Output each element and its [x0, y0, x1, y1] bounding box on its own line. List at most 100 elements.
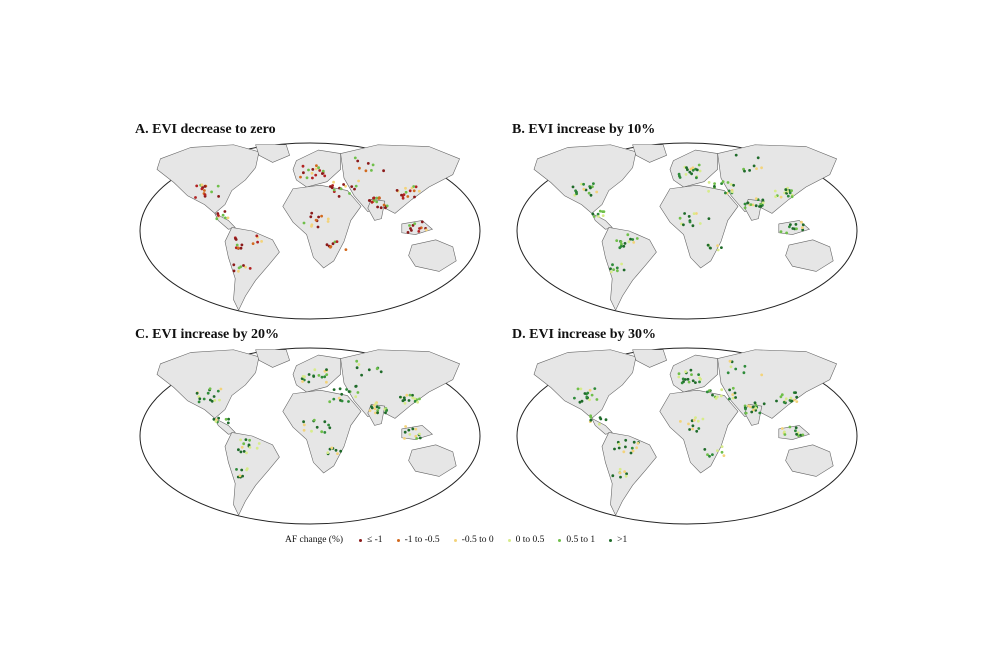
site-dot [588, 398, 591, 402]
land-mass [785, 239, 834, 272]
site-dot [728, 397, 731, 401]
site-dot [379, 206, 383, 210]
site-dot [576, 387, 580, 391]
site-dot [307, 168, 310, 172]
land-mass [408, 239, 457, 272]
site-dot [202, 397, 206, 401]
site-dot [630, 446, 634, 450]
site-dot [590, 393, 594, 397]
site-dot [707, 181, 711, 184]
site-dot [744, 407, 747, 411]
site-dot [743, 364, 747, 368]
site-dot [325, 373, 329, 376]
site-dot [733, 391, 737, 395]
world-map [139, 142, 481, 320]
site-dot [367, 368, 371, 372]
site-dot [678, 176, 682, 179]
site-dot [200, 183, 204, 187]
site-dot [364, 169, 368, 173]
site-dot [376, 411, 379, 415]
world-map [516, 347, 858, 525]
site-dot [239, 438, 242, 442]
site-dot [754, 406, 758, 410]
land-mass [292, 354, 341, 393]
land-mass [601, 227, 657, 311]
legend-swatch [609, 538, 613, 542]
site-dot [622, 450, 626, 454]
site-dot [703, 448, 707, 451]
site-dot [743, 206, 747, 210]
site-dot [731, 386, 735, 390]
site-dot [408, 189, 412, 193]
site-dot [311, 176, 314, 180]
site-dot [317, 374, 321, 377]
site-dot [221, 213, 225, 217]
site-dot [354, 184, 358, 188]
site-dot [692, 212, 696, 215]
site-dot [695, 168, 699, 172]
land-mass [340, 144, 460, 214]
site-dot [234, 238, 238, 241]
site-dot [591, 212, 595, 216]
site-dot [732, 183, 735, 187]
site-dot [734, 367, 738, 371]
site-dot [242, 264, 245, 267]
site-dot [210, 190, 213, 194]
site-dot [597, 215, 600, 218]
site-dot [203, 193, 207, 196]
site-dot [629, 451, 633, 455]
land-mass [659, 184, 739, 269]
site-dot [420, 220, 424, 224]
site-dot [354, 395, 358, 399]
site-dot [582, 182, 585, 186]
site-dot [580, 399, 584, 403]
site-dot [625, 472, 628, 476]
site-dot [724, 191, 727, 195]
site-dot [325, 368, 328, 371]
site-dot [219, 387, 223, 391]
site-dot [592, 215, 596, 218]
site-dot [413, 397, 417, 401]
site-dot [245, 468, 248, 472]
site-dot [312, 418, 316, 422]
site-dot [780, 393, 784, 397]
site-dot [620, 242, 623, 246]
site-dot [598, 416, 602, 419]
site-dot [372, 404, 376, 407]
site-dot [197, 400, 201, 404]
site-dot [684, 378, 687, 381]
site-dot [350, 185, 354, 188]
site-dot [788, 225, 791, 229]
site-dot [409, 227, 412, 230]
site-dot [375, 200, 379, 204]
site-dot [329, 245, 332, 249]
site-dot [678, 216, 682, 220]
site-dot [749, 405, 752, 409]
site-dot [636, 441, 640, 445]
site-dot [698, 169, 702, 173]
site-dot [726, 371, 730, 375]
site-dot [326, 217, 330, 221]
site-dot [217, 214, 220, 217]
site-dot [620, 262, 623, 266]
site-dot [677, 172, 681, 176]
land-mass [408, 444, 457, 477]
site-dot [698, 222, 702, 225]
site-dot [730, 190, 734, 194]
site-dot [321, 172, 324, 175]
site-dot [790, 189, 793, 192]
site-dot [371, 163, 375, 167]
site-dot [354, 384, 358, 388]
site-dot [794, 426, 798, 430]
site-dot [708, 454, 711, 458]
site-dot [216, 184, 220, 188]
land-mass [533, 144, 637, 214]
site-dot [611, 474, 615, 478]
site-dot [784, 188, 788, 192]
legend-swatch [359, 538, 363, 542]
site-dot [574, 189, 577, 193]
site-dot [624, 474, 628, 478]
site-dot [749, 203, 753, 206]
site-dot [746, 201, 749, 205]
site-dot [697, 427, 701, 430]
